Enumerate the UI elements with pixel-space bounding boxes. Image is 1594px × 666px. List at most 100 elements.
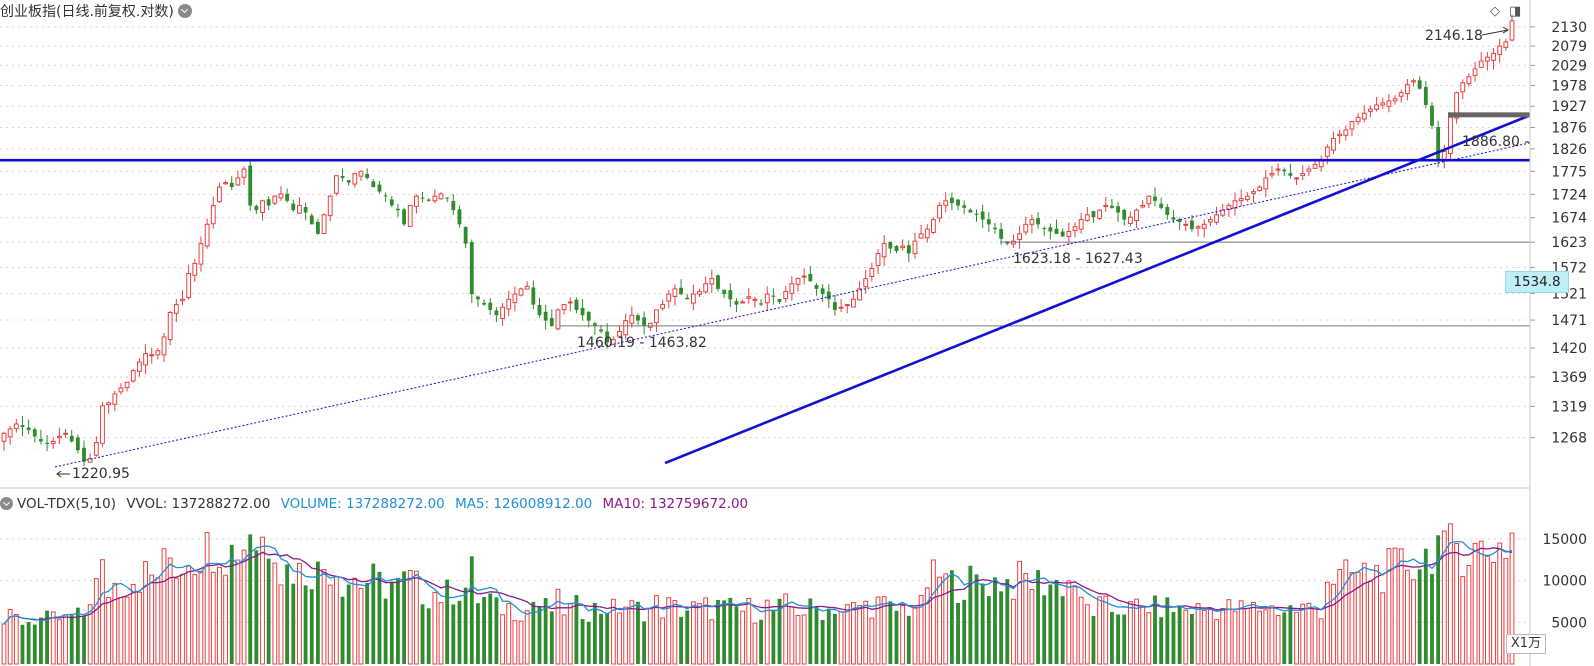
candle	[149, 354, 155, 357]
volume-bar	[1251, 601, 1256, 665]
volume-bar	[1312, 608, 1318, 665]
candle	[198, 243, 204, 265]
y-tick-label: 1775	[1551, 164, 1587, 180]
price-grid	[0, 26, 1530, 439]
volume-bar	[1177, 606, 1182, 664]
y-tick-label: 1876	[1551, 120, 1587, 136]
candle	[100, 405, 105, 444]
candle	[1054, 228, 1059, 234]
volume-bar	[1441, 530, 1447, 665]
volume-bar	[1282, 612, 1287, 664]
candle	[906, 245, 911, 254]
chart-title-text: 创业板指(日线.前复权.对数)	[0, 4, 174, 20]
chevron-down-icon[interactable]	[177, 4, 192, 18]
candle	[1060, 231, 1065, 237]
volume-bar	[432, 592, 438, 665]
candle	[931, 219, 936, 233]
volume-bar	[50, 611, 56, 665]
volume-bar	[180, 573, 185, 665]
volume-bar	[254, 550, 259, 664]
candle	[1484, 56, 1490, 62]
candle	[192, 262, 198, 276]
candle	[82, 447, 86, 462]
volume-bar	[469, 556, 474, 664]
chart-title: 创业板指(日线.前复权.对数)	[0, 2, 192, 22]
volume-bar	[937, 576, 942, 665]
panel-toggle-icon[interactable]: ◨	[1509, 4, 1522, 19]
candle	[1331, 138, 1336, 151]
chevron-down-icon[interactable]	[0, 497, 13, 510]
ma10-value: MA10: 132759672.00	[602, 496, 749, 512]
volume-bar	[241, 549, 247, 665]
volume-bar	[438, 602, 444, 665]
volume-bar	[647, 608, 653, 665]
candle	[266, 199, 271, 206]
candle	[1361, 112, 1367, 120]
candle	[949, 197, 954, 204]
candle	[826, 291, 831, 300]
volume-bar	[943, 573, 949, 665]
volume-bar	[728, 597, 733, 664]
candle	[771, 295, 776, 297]
candle	[488, 302, 493, 310]
volume-bar	[75, 607, 80, 664]
candle	[402, 209, 406, 225]
volume-unit-label[interactable]: X1万	[1506, 634, 1546, 654]
volume-bar	[1036, 570, 1040, 664]
volume-bar	[1343, 559, 1349, 665]
gap-marker	[1448, 112, 1530, 118]
price-annotation: 1460.19 - 1463.82	[577, 335, 707, 351]
y-tick-label: 1674	[1551, 211, 1587, 227]
volume-bar	[297, 562, 302, 665]
candle	[438, 193, 444, 200]
volume-bar	[820, 619, 825, 664]
candle	[1478, 60, 1484, 68]
volume-bar	[844, 604, 850, 665]
volume-bar	[1257, 610, 1263, 665]
candle	[365, 173, 370, 179]
candle	[1226, 204, 1232, 210]
candle	[137, 361, 142, 372]
volume-bar	[45, 610, 49, 664]
candle	[524, 285, 530, 290]
volume-bar	[956, 603, 960, 664]
volume-bar	[1238, 600, 1244, 665]
candle	[1472, 68, 1478, 76]
candle	[1392, 98, 1398, 102]
y-tick-label: 1369	[1551, 370, 1587, 386]
volume-bar	[703, 597, 709, 665]
volume-bar	[709, 619, 715, 665]
volume-bar	[980, 583, 985, 664]
volume-bar	[106, 596, 112, 665]
candle	[1042, 228, 1047, 230]
volume-bar	[100, 559, 105, 665]
candle	[469, 242, 474, 295]
volume-bar	[1195, 603, 1201, 665]
candle	[494, 310, 499, 316]
candle	[285, 193, 290, 201]
volume-bar	[783, 593, 789, 665]
volume-bar	[1374, 564, 1379, 665]
rising-trendline	[664, 114, 1531, 465]
candle	[801, 275, 807, 278]
candle	[1190, 220, 1194, 230]
volume-bar	[39, 617, 43, 664]
annotation-arrow	[56, 470, 70, 478]
candle	[303, 207, 308, 213]
candle	[50, 440, 56, 445]
volume-bar	[192, 574, 198, 665]
volume-bar	[229, 544, 234, 664]
volume-bar	[451, 604, 456, 664]
volume-bar	[285, 564, 290, 664]
volume-tick-label: 10000	[1542, 574, 1587, 590]
candle	[124, 381, 130, 389]
candle	[1201, 223, 1207, 229]
candle	[549, 318, 554, 326]
candle	[537, 305, 542, 316]
volume-bar	[586, 621, 591, 664]
candle	[1072, 226, 1078, 231]
volume-bar	[642, 621, 647, 664]
diamond-icon[interactable]: ◇	[1490, 4, 1500, 19]
candle	[340, 175, 345, 179]
